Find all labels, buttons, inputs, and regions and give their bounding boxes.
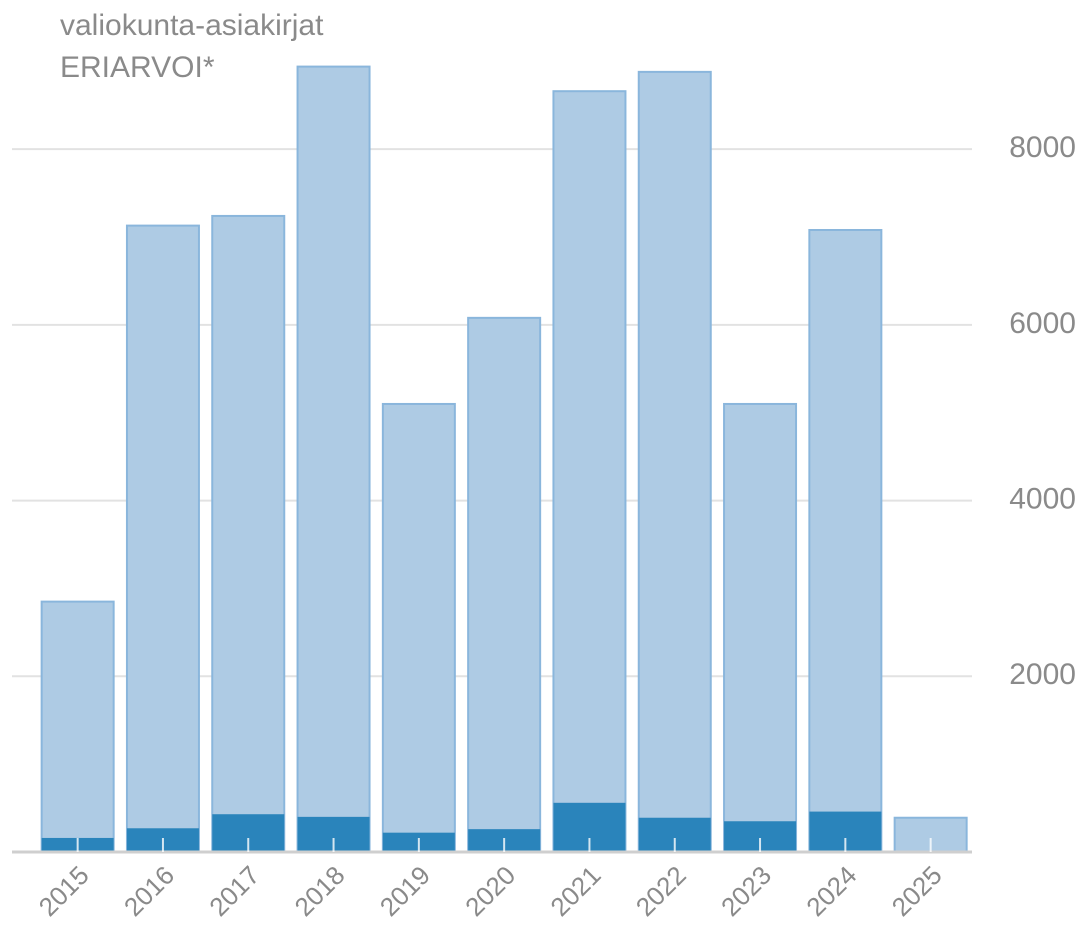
x-tick-label: 2016 xyxy=(118,860,180,922)
bar xyxy=(467,316,542,853)
x-tick-label: 2022 xyxy=(630,860,692,922)
legend-entry: ERIARVOI* xyxy=(60,51,215,84)
x-tick-label: 2023 xyxy=(715,860,777,922)
bar xyxy=(808,229,883,854)
y-tick-label: 6000 xyxy=(1009,307,1076,340)
y-tick-label: 8000 xyxy=(1009,131,1076,164)
bar xyxy=(125,224,200,854)
bar xyxy=(381,402,456,853)
bar xyxy=(40,600,115,853)
y-tick-label: 2000 xyxy=(1009,658,1076,691)
x-tick-label: 2020 xyxy=(459,860,521,922)
x-tick-label: 2024 xyxy=(800,860,862,922)
x-tick-label: 2019 xyxy=(374,860,436,922)
x-tick-label: 2017 xyxy=(203,860,265,922)
legend-entry: valiokunta-asiakirjat xyxy=(60,9,324,42)
x-tick-label: 2025 xyxy=(886,860,948,922)
x-tick-label: 2018 xyxy=(289,860,351,922)
bar xyxy=(211,214,286,853)
bar xyxy=(637,70,712,853)
x-tick-label: 2015 xyxy=(33,860,95,922)
bar xyxy=(296,65,371,853)
bar xyxy=(723,402,798,853)
x-tick-label: 2021 xyxy=(544,860,606,922)
bar xyxy=(552,90,627,853)
y-tick-label: 4000 xyxy=(1009,483,1076,516)
